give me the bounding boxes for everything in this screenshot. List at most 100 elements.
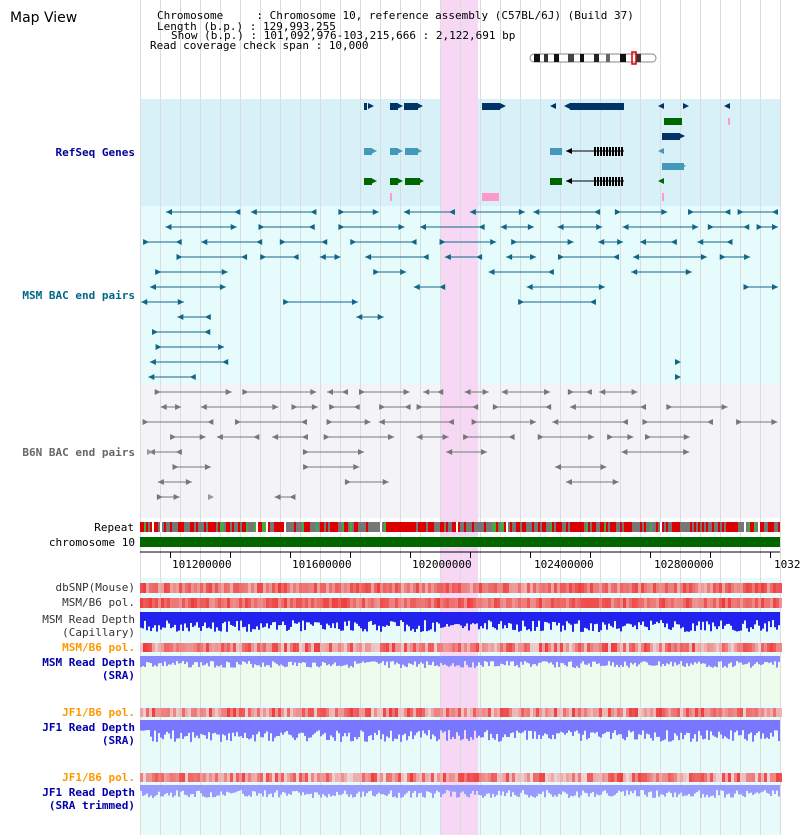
depth-bar xyxy=(212,612,214,623)
depth-bar xyxy=(682,720,684,740)
heat-cell xyxy=(449,583,452,593)
depth-bar xyxy=(320,612,322,625)
heat-cell xyxy=(248,598,251,608)
depth-bar xyxy=(720,612,722,621)
depth-bar xyxy=(486,656,488,662)
heat-cell xyxy=(746,583,749,593)
heat-cell xyxy=(203,583,206,593)
heat-cell xyxy=(617,598,620,608)
depth-bar xyxy=(394,785,396,797)
repeat-segment xyxy=(462,522,464,532)
heat-cell xyxy=(695,708,698,717)
depth-bar xyxy=(648,720,650,735)
heat-cell xyxy=(521,583,524,593)
depth-bar xyxy=(266,720,268,732)
depth-bar xyxy=(352,612,354,631)
heat-cell xyxy=(584,643,587,652)
depth-bar xyxy=(622,785,624,792)
repeat-segment xyxy=(380,522,382,532)
heat-cell xyxy=(413,598,416,608)
b6n-bac-end-icon xyxy=(721,404,728,410)
heat-cell xyxy=(386,643,389,652)
depth-bar xyxy=(342,656,344,666)
repeat-segment xyxy=(228,522,230,532)
depth-bar xyxy=(440,656,442,663)
b6n-bac-end-icon xyxy=(482,389,489,395)
heat-cell xyxy=(248,643,251,652)
heat-cell xyxy=(500,643,503,652)
depth-bar xyxy=(568,720,570,731)
depth-bar xyxy=(724,612,726,626)
heat-cell xyxy=(176,598,179,608)
depth-bar xyxy=(710,720,712,732)
depth-bar xyxy=(468,656,470,668)
depth-bar xyxy=(392,720,394,742)
track-label-b6n-bac[interactable]: B6N BAC end pairs xyxy=(22,446,135,459)
heat-cell xyxy=(572,708,575,717)
heat-cell xyxy=(749,708,752,717)
depth-bar xyxy=(294,656,296,663)
heat-cell xyxy=(275,773,278,782)
heat-cell xyxy=(146,643,149,652)
track-label-msm-bac[interactable]: MSM BAC end pairs xyxy=(22,289,135,302)
depth-bar xyxy=(408,612,410,627)
depth-bar xyxy=(558,720,560,734)
depth-bar xyxy=(406,785,408,793)
repeat-segment xyxy=(254,522,256,532)
msm-bac-end-icon xyxy=(756,224,763,230)
depth-bar xyxy=(308,720,310,738)
depth-bar xyxy=(514,612,516,631)
depth-bar xyxy=(380,612,382,632)
heat-cell xyxy=(353,773,356,782)
depth-bar xyxy=(388,656,390,668)
b6n-bac-end-icon xyxy=(501,389,508,395)
depth-bar xyxy=(546,720,548,735)
depth-bar xyxy=(354,720,356,738)
depth-bar xyxy=(748,785,750,794)
heat-cell xyxy=(371,708,374,717)
heat-cell xyxy=(647,598,650,608)
depth-bar xyxy=(378,785,380,793)
heat-cell xyxy=(527,598,530,608)
depth-bar xyxy=(344,785,346,791)
heat-cell xyxy=(494,773,497,782)
repeat-segment xyxy=(260,522,262,532)
heat-cell xyxy=(518,598,521,608)
msm-bac-end-icon xyxy=(260,254,267,260)
heat-cell xyxy=(179,583,182,593)
repeat-segment xyxy=(194,522,196,532)
heat-cell xyxy=(716,643,719,652)
depth-bar xyxy=(560,612,562,632)
heat-cell xyxy=(188,583,191,593)
depth-bar xyxy=(752,720,754,742)
depth-bar xyxy=(402,720,404,736)
heat-cell xyxy=(167,708,170,717)
heat-cell xyxy=(566,583,569,593)
repeat-segment xyxy=(290,522,292,532)
msm-bac-end-icon xyxy=(633,254,640,260)
heat-cell xyxy=(236,643,239,652)
track-label-refseq[interactable]: RefSeq Genes xyxy=(55,146,135,159)
chromosome-ideogram[interactable] xyxy=(528,50,660,66)
heat-cell xyxy=(689,598,692,608)
depth-bar xyxy=(338,656,340,666)
heat-cell xyxy=(239,643,242,652)
repeat-segment xyxy=(270,522,272,532)
depth-bar xyxy=(578,720,580,734)
b6n-bac-end-icon xyxy=(235,419,242,425)
depth-bar xyxy=(284,612,286,626)
heat-cell xyxy=(617,643,620,652)
depth-bar xyxy=(478,785,480,795)
depth-bar xyxy=(168,720,170,734)
repeat-segment xyxy=(474,522,476,532)
depth-bar xyxy=(596,612,598,624)
heat-cell xyxy=(740,708,743,717)
repeat-segment xyxy=(572,522,574,532)
depth-bar xyxy=(258,785,260,794)
depth-bar xyxy=(564,785,566,793)
depth-bar xyxy=(418,656,420,665)
heat-cell xyxy=(281,773,284,782)
heat-cell xyxy=(260,583,263,593)
depth-bar xyxy=(350,656,352,666)
